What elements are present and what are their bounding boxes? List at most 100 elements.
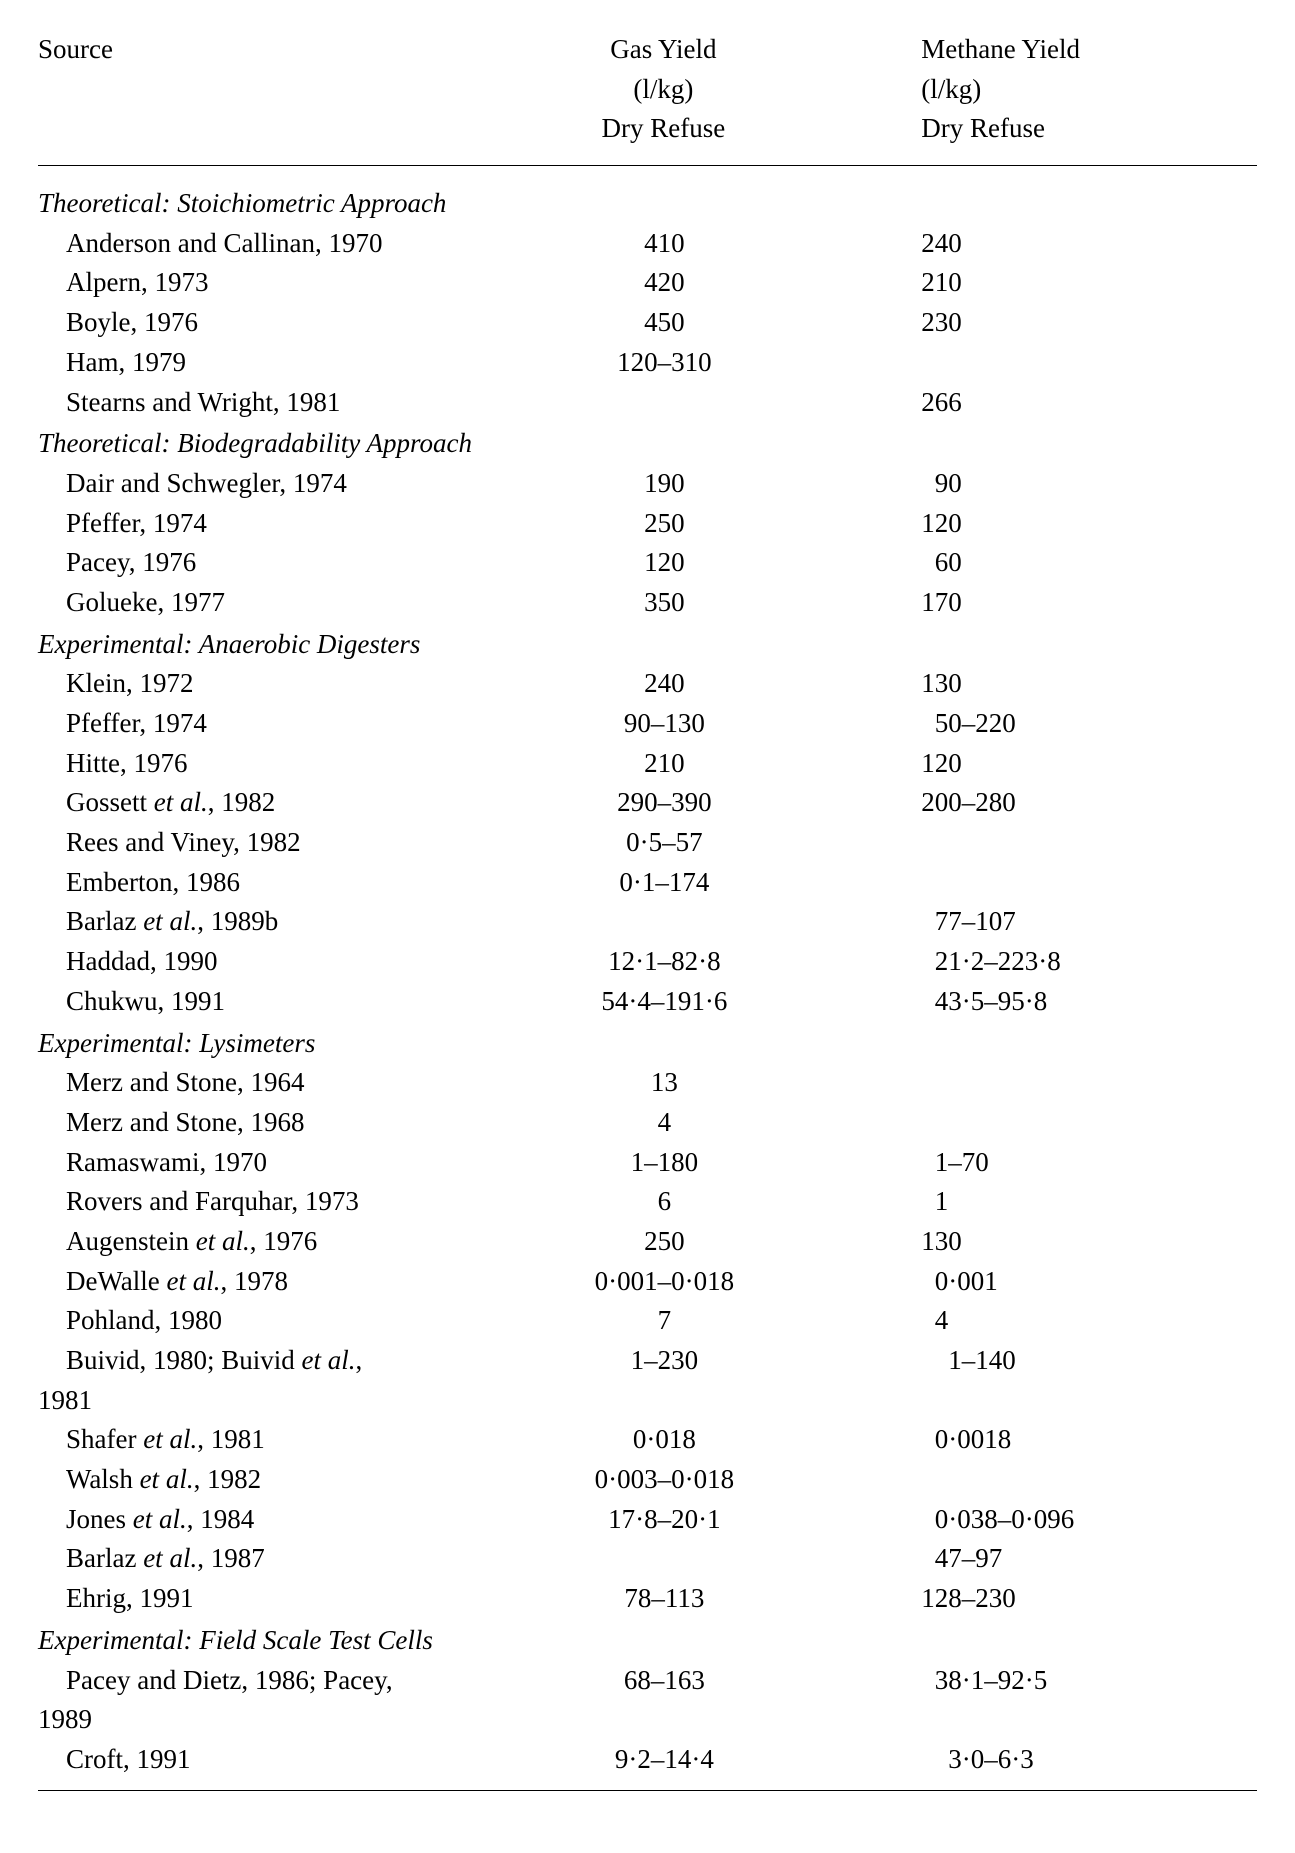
gas-yield-cell: 250 [513, 1222, 891, 1262]
gas-yield-cell: 190 [513, 464, 891, 504]
gas-yield-cell: 12·1–82·8 [513, 942, 891, 982]
gas-yield-cell: 68–163 [513, 1661, 891, 1701]
gas-yield-cell: 210 [513, 744, 891, 784]
table-row: Croft, 19919·2–14·4 3·0–6·3 [38, 1740, 1257, 1780]
gas-yield-cell: 0·5–57 [513, 823, 891, 863]
gas-yield-cell: 1–180 [513, 1143, 891, 1183]
source-cell: Pohland, 1980 [38, 1301, 513, 1341]
methane-yield-cell: 21·2–223·8 [891, 942, 1257, 982]
table-row: Emberton, 19860·1–174 [38, 863, 1257, 903]
source-cell: Rees and Viney, 1982 [38, 823, 513, 863]
header-methane-line1: Methane Yield [921, 34, 1080, 64]
section-header: Theoretical: Biodegradability Approach [38, 422, 1257, 464]
table-row: Rovers and Farquhar, 19736 1 [38, 1182, 1257, 1222]
section-header: Theoretical: Stoichiometric Approach [38, 182, 1257, 224]
table-row: Merz and Stone, 196413 [38, 1063, 1257, 1103]
section-header: Experimental: Anaerobic Digesters [38, 623, 1257, 665]
gas-yield-cell: 0·003–0·018 [513, 1460, 891, 1500]
methane-yield-cell [891, 1103, 1257, 1143]
table-row: Augenstein et al., 1976250130 [38, 1222, 1257, 1262]
header-methane-line2: (l/kg) [921, 74, 981, 104]
methane-yield-cell: 43·5–95·8 [891, 982, 1257, 1022]
source-cell: Shafer et al., 1981 [38, 1420, 513, 1460]
methane-yield-cell: 90 [891, 464, 1257, 504]
source-cell: Barlaz et al., 1989b [38, 902, 513, 942]
source-cell: Walsh et al., 1982 [38, 1460, 513, 1500]
gas-yield-cell: 0·1–174 [513, 863, 891, 903]
gas-yield-cell [513, 1539, 891, 1579]
source-cell: Emberton, 1986 [38, 863, 513, 903]
table-row: Dair and Schwegler, 1974190 90 [38, 464, 1257, 504]
table-row: Gossett et al., 1982290–390200–280 [38, 783, 1257, 823]
source-cell: Barlaz et al., 1987 [38, 1539, 513, 1579]
section-header: Experimental: Lysimeters [38, 1022, 1257, 1064]
methane-yield-cell: 210 [891, 263, 1257, 303]
gas-yield-cell: 290–390 [513, 783, 891, 823]
source-cell: Hitte, 1976 [38, 744, 513, 784]
table-row: DeWalle et al., 19780·001–0·018 0·001 [38, 1262, 1257, 1302]
source-cell: Pacey and Dietz, 1986; Pacey, [38, 1661, 513, 1701]
source-cell: Ham, 1979 [38, 343, 513, 383]
gas-yield-cell: 6 [513, 1182, 891, 1222]
methane-yield-cell [891, 1460, 1257, 1500]
source-cell-continuation: 1981 [38, 1381, 513, 1421]
gas-yield-cell: 90–130 [513, 704, 891, 744]
table-row: Pfeffer, 1974250120 [38, 504, 1257, 544]
table-row: Merz and Stone, 19684 [38, 1103, 1257, 1143]
methane-yield-cell: 38·1–92·5 [891, 1661, 1257, 1701]
source-cell: Alpern, 1973 [38, 263, 513, 303]
source-cell: Ramaswami, 1970 [38, 1143, 513, 1183]
gas-yield-cell: 0·001–0·018 [513, 1262, 891, 1302]
gas-yield-cell: 17·8–20·1 [513, 1500, 891, 1540]
source-cell: Anderson and Callinan, 1970 [38, 224, 513, 264]
gas-yield-cell: 0·018 [513, 1420, 891, 1460]
source-cell: Croft, 1991 [38, 1740, 513, 1780]
source-cell: Boyle, 1976 [38, 303, 513, 343]
gas-yield-cell [513, 902, 891, 942]
table-body: Theoretical: Stoichiometric ApproachAnde… [38, 166, 1257, 1791]
gas-yield-cell: 120–310 [513, 343, 891, 383]
methane-yield-cell [891, 1063, 1257, 1103]
gas-yield-cell: 54·4–191·6 [513, 982, 891, 1022]
table-row: 1989 [38, 1700, 1257, 1740]
methane-yield-cell: 240 [891, 224, 1257, 264]
header-gas: Gas Yield (l/kg) Dry Refuse [513, 30, 891, 166]
gas-yield-cell: 420 [513, 263, 891, 303]
methane-yield-cell: 120 [891, 504, 1257, 544]
methane-yield-cell: 1 [891, 1182, 1257, 1222]
methane-yield-cell: 4 [891, 1301, 1257, 1341]
table-row: Stearns and Wright, 1981266 [38, 383, 1257, 423]
source-cell: Stearns and Wright, 1981 [38, 383, 513, 423]
table-row: Pfeffer, 197490–130 50–220 [38, 704, 1257, 744]
table-row: Barlaz et al., 1987 47–97 [38, 1539, 1257, 1579]
source-cell: Klein, 1972 [38, 664, 513, 704]
gas-yield-cell: 1–230 [513, 1341, 891, 1381]
methane-yield-cell: 0·0018 [891, 1420, 1257, 1460]
table-row: Anderson and Callinan, 1970410240 [38, 224, 1257, 264]
section-header: Experimental: Field Scale Test Cells [38, 1619, 1257, 1661]
methane-yield-cell: 170 [891, 583, 1257, 623]
source-cell: Pacey, 1976 [38, 543, 513, 583]
header-gas-line1: Gas Yield [610, 34, 716, 64]
source-cell: DeWalle et al., 1978 [38, 1262, 513, 1302]
table-row: Hitte, 1976210120 [38, 744, 1257, 784]
gas-yield-cell: 450 [513, 303, 891, 343]
table-row: Jones et al., 198417·8–20·1 0·038–0·096 [38, 1500, 1257, 1540]
methane-yield-cell: 130 [891, 664, 1257, 704]
source-cell: Merz and Stone, 1964 [38, 1063, 513, 1103]
table-row: Pacey and Dietz, 1986; Pacey,68–163 38·1… [38, 1661, 1257, 1701]
header-gas-line3: Dry Refuse [601, 113, 725, 143]
gas-yield-cell [513, 383, 891, 423]
source-cell: Buivid, 1980; Buivid et al., [38, 1341, 513, 1381]
table-row: Pacey, 1976120 60 [38, 543, 1257, 583]
table-row: Walsh et al., 19820·003–0·018 [38, 1460, 1257, 1500]
gas-yield-cell: 410 [513, 224, 891, 264]
table-row: Boyle, 1976450230 [38, 303, 1257, 343]
table-row: Ramaswami, 19701–180 1–70 [38, 1143, 1257, 1183]
yield-table: Source Gas Yield (l/kg) Dry Refuse Metha… [38, 30, 1257, 1791]
gas-yield-cell: 4 [513, 1103, 891, 1143]
table-row: Pohland, 19807 4 [38, 1301, 1257, 1341]
methane-yield-cell: 3·0–6·3 [891, 1740, 1257, 1780]
gas-yield-cell: 78–113 [513, 1579, 891, 1619]
methane-yield-cell: 1–140 [891, 1341, 1257, 1381]
